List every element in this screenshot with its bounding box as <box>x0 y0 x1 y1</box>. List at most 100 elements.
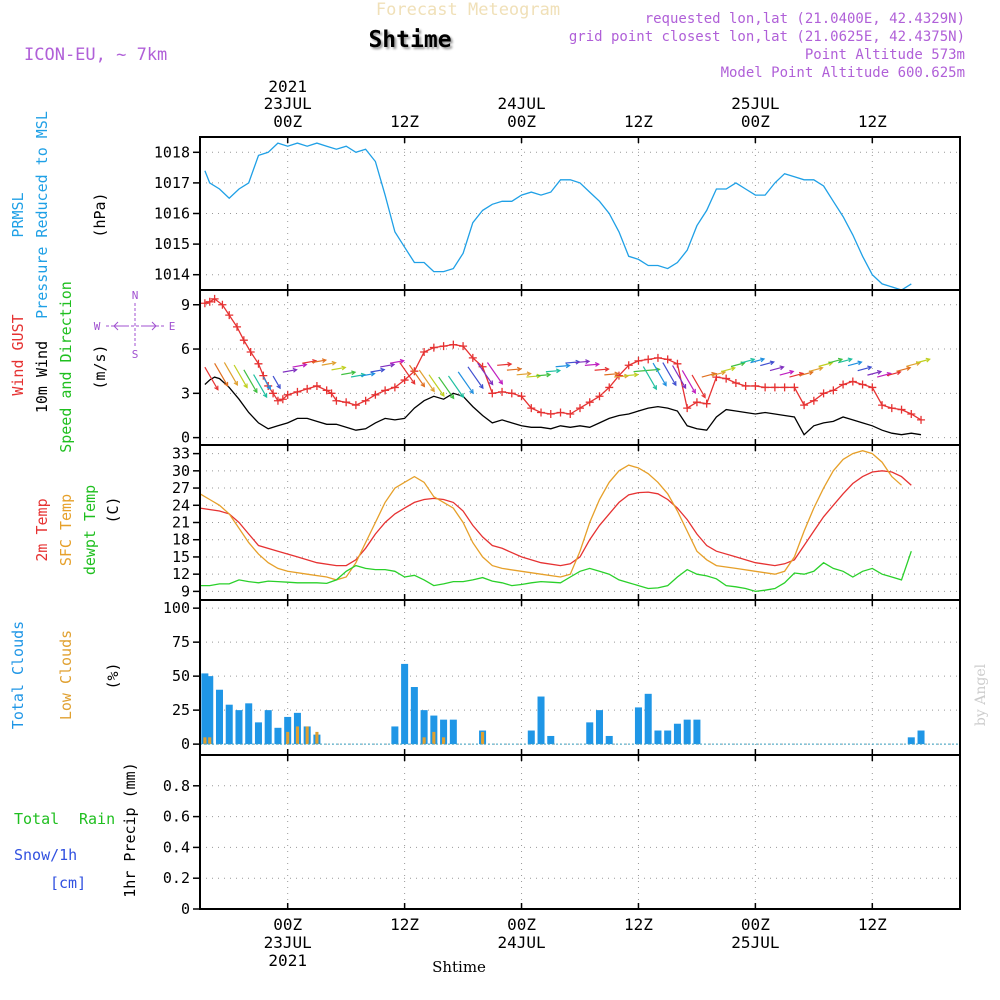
gust-point <box>205 297 214 306</box>
gust-point <box>225 311 234 320</box>
wind-arrowhead <box>730 366 737 372</box>
wind-arrow <box>847 361 862 367</box>
wind-arrow <box>302 360 317 364</box>
wind-arrow <box>428 374 445 397</box>
wind-arrowhead <box>459 393 465 399</box>
wind-arrow <box>399 362 416 385</box>
wind-arrow <box>672 365 687 389</box>
wind-arrow <box>282 369 297 373</box>
grid-coords: grid point closest lon,lat (21.0625E, 42… <box>569 29 965 45</box>
gust-point <box>537 408 546 417</box>
precip-ylabels: Total Rain Snow/1h [cm] 1hr Precip (mm) <box>14 762 139 897</box>
gust-point <box>868 383 877 392</box>
gust-point <box>459 342 468 351</box>
top-tick-date: 23JUL <box>264 94 312 113</box>
compass-arrow-icon <box>113 321 157 331</box>
gust-point <box>848 377 857 386</box>
series-line-2m-temp <box>199 470 912 567</box>
compass-north: N <box>132 289 139 302</box>
cloud-bar-total <box>274 727 282 745</box>
bottom-tick-date: 25JUL <box>731 933 779 952</box>
wind-arrow <box>272 375 281 389</box>
wind-arrow <box>818 362 833 367</box>
bottom-tick-hour: 00Z <box>741 915 770 934</box>
point-altitude: Point Altitude 573m <box>805 47 965 63</box>
pressure-panel: 1014 1015 1016 1017 1018 <box>154 136 961 291</box>
cloud-bar-total <box>440 719 448 745</box>
gust-point <box>761 383 770 392</box>
model-label: ICON-EU, ~ 7km <box>24 45 167 65</box>
wind-arrowhead <box>750 357 756 363</box>
cloud-bar-low <box>305 726 309 745</box>
wind-arrowhead <box>399 358 406 364</box>
cloud-bar-total <box>917 730 925 745</box>
gust-point <box>400 376 409 385</box>
gust-point <box>283 390 292 399</box>
ytick-label: 0 <box>181 900 190 918</box>
precip-panel: 0 0.2 0.4 0.6 0.8 <box>163 754 961 918</box>
cloud-bar-total <box>537 696 545 745</box>
wind-arrowhead <box>565 363 571 369</box>
gust-point <box>605 383 614 392</box>
ytick-label: 18 <box>172 531 190 549</box>
wind-arrowhead <box>633 372 640 378</box>
gust-point <box>327 389 336 398</box>
ytick-label: 75 <box>172 633 190 651</box>
wind-arrowhead <box>760 357 766 363</box>
compass-east: E <box>169 320 176 333</box>
wind-arrowhead <box>526 371 532 377</box>
cloud-bar-total <box>595 710 603 745</box>
gust-point <box>546 410 555 418</box>
cloud-bar-total <box>547 735 555 745</box>
wind-arrow <box>331 366 346 371</box>
wind-arrow <box>477 362 494 385</box>
wind-arrow <box>808 367 823 372</box>
gust-point <box>246 348 255 356</box>
wind-arrow <box>457 371 474 394</box>
wind-arrow <box>760 361 774 367</box>
gust-point <box>858 380 867 389</box>
wind-arrowhead <box>488 380 494 386</box>
wind-arrowhead <box>449 394 455 400</box>
precip-label-unit: 1hr Precip (mm) <box>121 762 139 897</box>
wind-label-speed: Speed and Direction <box>57 281 75 453</box>
wind-arrow <box>204 366 219 391</box>
wind-arrowhead <box>341 365 347 371</box>
gust-point <box>692 398 701 407</box>
gust-point <box>839 380 848 389</box>
wind-arrow <box>594 368 609 371</box>
wind-arrow <box>370 368 385 373</box>
cloud-bar-total <box>215 689 223 745</box>
ytick-label: 100 <box>163 599 190 617</box>
ytick-label: 1015 <box>154 235 190 253</box>
clouds-ylabels: Total Clouds Low Clouds (%) <box>9 621 122 729</box>
wind-arrow <box>877 372 891 378</box>
top-tick-hour: 00Z <box>273 112 302 131</box>
ytick-label: 25 <box>172 701 190 719</box>
gust-point <box>259 371 268 380</box>
gust-point <box>653 353 662 362</box>
wind-arrow <box>447 375 464 398</box>
wind-arrowhead <box>662 381 667 387</box>
top-tick-hour: 12Z <box>390 112 419 131</box>
ytick-label: 33 <box>172 445 190 463</box>
precip-label-rain: Rain <box>79 810 115 828</box>
cloud-bar-total <box>693 719 701 745</box>
gust-point <box>887 404 896 413</box>
wind-panel: 0 3 6 9 <box>181 289 961 447</box>
gust-point <box>371 390 380 399</box>
cloud-bar-total <box>401 663 409 745</box>
gust-point <box>722 374 731 383</box>
cloud-bar-total <box>284 716 292 745</box>
clouds-panel: 0 25 50 75 100 <box>163 599 961 756</box>
wind-arrowhead <box>253 388 258 394</box>
gust-point <box>381 386 390 395</box>
wind-arrow <box>243 369 258 393</box>
gust-point <box>897 405 906 414</box>
ytick-label: 50 <box>172 667 190 685</box>
gust-point <box>751 381 760 390</box>
gust-point <box>468 353 477 362</box>
gust-point <box>239 336 248 345</box>
wind-arrow <box>321 362 336 366</box>
wind-arrow <box>838 358 852 364</box>
